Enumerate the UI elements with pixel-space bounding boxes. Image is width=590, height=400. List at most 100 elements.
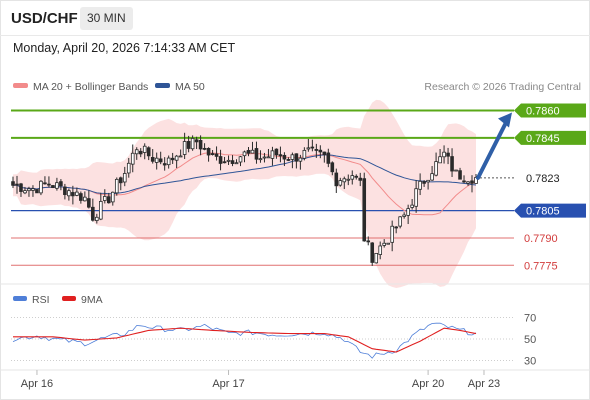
candle	[326, 148, 331, 168]
candle	[466, 181, 470, 186]
candle	[266, 148, 271, 159]
candle-body	[146, 147, 151, 157]
candle	[338, 177, 343, 187]
candle-body	[250, 149, 255, 154]
candle	[406, 204, 410, 225]
candle-body	[366, 240, 371, 243]
candle	[174, 154, 179, 169]
candle	[222, 156, 227, 164]
rsi-tick-label: 30	[524, 356, 536, 368]
candle	[87, 190, 91, 209]
candle-body	[218, 156, 223, 164]
timeframe-badge[interactable]: 30 MIN	[80, 7, 133, 30]
level-label-0.7775: 0.7775	[524, 260, 558, 272]
candle-body	[374, 252, 379, 264]
candle	[314, 143, 319, 158]
candle-body	[466, 181, 470, 184]
candle-body	[438, 156, 442, 164]
candle-body	[75, 191, 79, 196]
candle-body	[454, 169, 458, 172]
candle-body	[230, 160, 235, 164]
candle-body	[242, 151, 247, 157]
candle-body	[83, 196, 87, 202]
candle	[438, 149, 442, 164]
candle	[458, 167, 462, 180]
candle-body	[79, 193, 83, 201]
candle	[126, 157, 131, 178]
level-tag-0.7823	[514, 170, 586, 185]
candle	[210, 150, 215, 156]
candle	[446, 147, 450, 165]
candle	[182, 132, 187, 159]
candle-body	[162, 163, 167, 166]
candle-body	[406, 208, 410, 216]
candle	[142, 143, 147, 160]
candle	[122, 166, 127, 187]
candle	[39, 180, 43, 196]
candle	[302, 147, 307, 161]
candle	[166, 155, 171, 169]
candle	[103, 189, 107, 204]
candle	[214, 146, 219, 161]
candle-body	[226, 159, 231, 162]
candle	[11, 176, 15, 189]
candle	[75, 187, 79, 197]
candle	[474, 174, 478, 184]
candle-body	[138, 150, 143, 155]
x-tick-label: Apr 20	[412, 378, 444, 390]
candle	[418, 173, 422, 196]
candle-body	[31, 188, 35, 191]
candle-body	[186, 141, 191, 149]
rsi-ma-legend-swatch	[62, 296, 76, 301]
candle	[462, 175, 466, 184]
candle-body	[206, 147, 211, 156]
candle	[454, 169, 458, 172]
candle	[51, 185, 55, 189]
candle	[238, 155, 243, 167]
candle-body	[458, 170, 462, 180]
rsi-lines	[12, 322, 477, 359]
candle-body	[390, 225, 394, 243]
candle-body	[274, 148, 279, 156]
candle	[362, 172, 367, 242]
candle	[106, 192, 111, 204]
forecast-arrow-head	[498, 112, 512, 128]
candle-body	[238, 156, 243, 163]
candle	[330, 161, 335, 176]
ma50-line	[12, 154, 477, 195]
ma50-legend-label: MA 50	[175, 81, 205, 93]
candle	[47, 176, 51, 188]
candle	[258, 150, 263, 163]
candle	[402, 212, 406, 219]
candle-body	[114, 178, 119, 194]
candle	[274, 148, 279, 159]
candle	[350, 170, 355, 185]
candle-body	[322, 151, 327, 156]
candle	[426, 179, 430, 190]
candle-body	[246, 150, 251, 154]
candle-body	[19, 183, 23, 192]
ma20-legend-swatch	[13, 83, 28, 88]
candle	[59, 179, 63, 191]
candle	[270, 146, 275, 166]
ma20-legend-label: MA 20 + Bollinger Bands	[33, 81, 148, 93]
candle-body	[422, 181, 426, 184]
candle-body	[47, 183, 51, 186]
candle	[366, 236, 371, 246]
candle-body	[71, 192, 75, 197]
candle	[31, 185, 35, 197]
candle-body	[210, 153, 215, 155]
candle	[35, 189, 39, 194]
ma50-legend-swatch	[155, 83, 170, 88]
candle	[23, 186, 27, 195]
candle	[318, 145, 323, 159]
candle-body	[378, 245, 383, 255]
candle-body	[262, 156, 267, 159]
candle-body	[394, 226, 398, 229]
candle-body	[87, 198, 91, 208]
candle	[298, 154, 303, 170]
candlesticks	[11, 132, 478, 266]
candle	[234, 159, 239, 165]
candle-body	[214, 153, 219, 157]
candle	[430, 165, 434, 181]
